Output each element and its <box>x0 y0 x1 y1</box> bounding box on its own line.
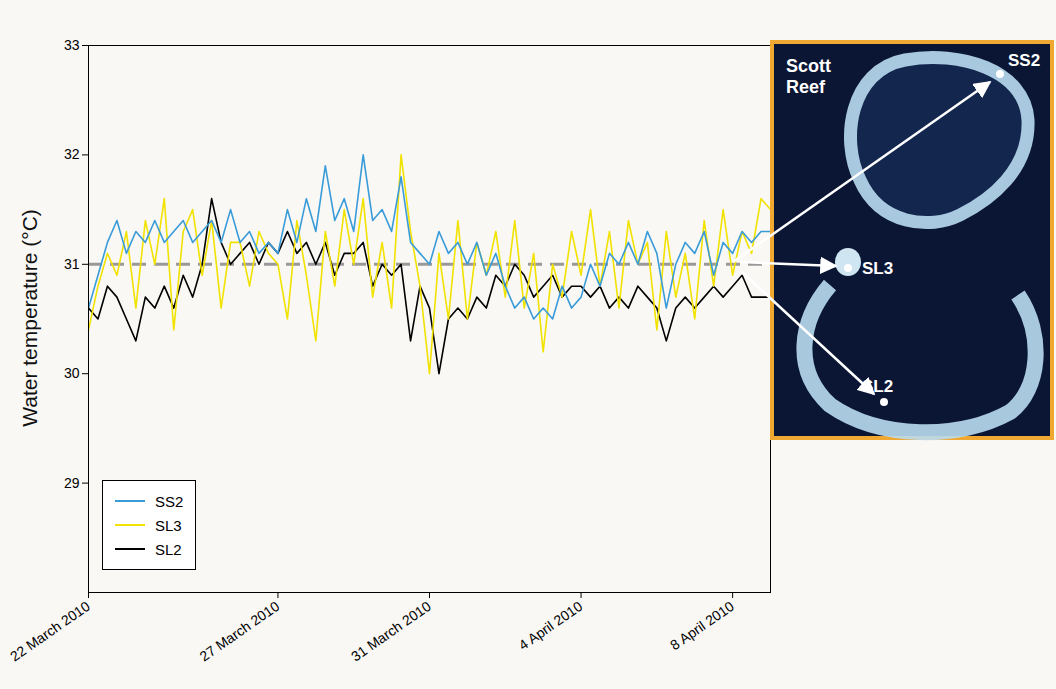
svg-text:8 April 2010: 8 April 2010 <box>667 598 737 654</box>
svg-text:SL2: SL2 <box>862 377 893 396</box>
svg-text:27 March 2010: 27 March 2010 <box>197 598 283 665</box>
svg-text:29: 29 <box>64 475 80 491</box>
html-text:SS2: SS2 <box>155 492 184 510</box>
svg-text:SL3: SL3 <box>862 259 893 278</box>
html-text:Water temperature (°C): Water temperature (°C) <box>18 209 41 427</box>
html-text:SL3: SL3 <box>155 516 182 534</box>
svg-text:30: 30 <box>64 365 80 381</box>
svg-text:31 March 2010: 31 March 2010 <box>348 598 434 665</box>
svg-text:4 April 2010: 4 April 2010 <box>516 598 586 654</box>
svg-text:22 March 2010: 22 March 2010 <box>7 598 93 665</box>
svg-text:SS2: SS2 <box>1008 51 1040 70</box>
svg-text:ScottReef: ScottReef <box>786 56 831 97</box>
svg-text:32: 32 <box>64 146 80 162</box>
svg-text:31: 31 <box>64 256 80 272</box>
svg-text:33: 33 <box>64 37 80 53</box>
html-text:SL2: SL2 <box>155 540 182 558</box>
